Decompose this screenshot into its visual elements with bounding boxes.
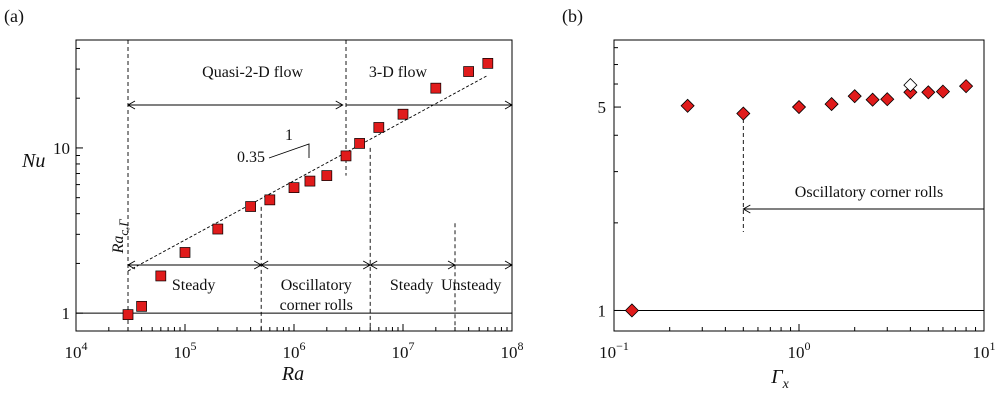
data-point-diamond — [736, 106, 751, 121]
unsteady-label: Unsteady — [441, 277, 501, 294]
data-point-diamond — [903, 85, 918, 100]
oscillatory-corner-rolls-label: Oscillatory corner rolls — [795, 184, 943, 201]
data-point-diamond — [880, 92, 895, 107]
x-tick-label: 100 — [788, 339, 811, 362]
y-tick-label: 1 — [598, 301, 607, 320]
x-tick-label: 101 — [973, 339, 996, 362]
data-point-square — [179, 247, 191, 258]
x-tick-label: 105 — [174, 339, 197, 362]
y-tick-label: 5 — [598, 98, 607, 117]
panel-b-label: (b) — [562, 6, 583, 27]
x-tick-label: 10−1 — [599, 339, 629, 362]
slope-triangle — [268, 143, 310, 159]
panel-b-data-points — [624, 78, 974, 318]
oscillatory-arrow — [260, 260, 372, 270]
data-point-square — [340, 150, 352, 162]
data-point-square — [397, 108, 409, 120]
data-point-diamond — [903, 78, 918, 93]
oscillatory-label-line2: corner rolls — [280, 297, 353, 314]
data-point-diamond — [865, 92, 880, 107]
oscillatory-label-line1: Oscillatory — [281, 277, 352, 294]
data-point-square — [321, 170, 333, 181]
x-tick-label: 107 — [392, 339, 415, 362]
panel-b-x-axis-label: Γx — [770, 366, 789, 392]
panel-b-y-ticks: 15 — [598, 47, 621, 320]
critical-ra-label: Rac,Γ — [110, 219, 131, 255]
steady1-label: Steady — [172, 277, 216, 294]
steady2-arrow — [369, 260, 456, 270]
data-point-square — [122, 309, 134, 320]
data-point-square — [288, 182, 300, 193]
data-point-square — [304, 175, 316, 187]
flow3d-label: 3-D flow — [369, 64, 428, 81]
panel-a-y-ticks: 1 10 — [53, 47, 83, 323]
data-point-diamond — [935, 84, 951, 99]
data-point-square — [245, 201, 256, 212]
data-point-diamond — [680, 98, 695, 113]
data-point-square — [430, 82, 442, 94]
oscillatory-arrow — [742, 204, 984, 214]
data-point-square — [373, 122, 385, 133]
y-tick-label: 1 — [62, 304, 71, 323]
panel-a-label: (a) — [4, 6, 24, 27]
slope-run-label: 1 — [285, 127, 293, 144]
steady2-label: Steady — [390, 277, 434, 294]
quasi2d-label: Quasi-2-D flow — [202, 64, 303, 81]
steady1-arrow — [127, 260, 263, 270]
panel-a-x-ticks: 104 105 106 107 108 — [65, 324, 524, 362]
panel-b-annotations: Oscillatory corner rolls — [614, 118, 984, 311]
y-tick-label: 10 — [53, 139, 70, 158]
panel-a-nu-vs-ra: (a) Quasi-2-D flow 3-D flow Steady Oscillat… — [4, 6, 524, 385]
data-point-square — [136, 300, 147, 312]
panel-a-annotations: Quasi-2-D flow 3-D flow Steady Oscillatory c… — [76, 40, 513, 331]
data-point-square — [212, 223, 224, 235]
data-point-diamond — [921, 85, 936, 100]
panel-b-x-ticks: 10−1 100 101 — [599, 324, 996, 362]
power-law-fit-line — [127, 74, 489, 272]
x-tick-label: 108 — [501, 339, 524, 362]
data-point-diamond — [824, 96, 839, 112]
panel-a-y-axis-label: Nu — [21, 150, 45, 172]
data-point-diamond — [959, 79, 974, 94]
data-point-square — [482, 58, 494, 69]
data-point-square — [463, 66, 474, 77]
data-point-square — [354, 138, 365, 149]
panel-b-nu-vs-gamma: (b) Oscillatory corner rolls 10−1 100 101 … — [562, 6, 996, 392]
quasi2d-arrow — [127, 100, 344, 110]
panel-a-data-points — [122, 58, 494, 320]
data-point-diamond — [791, 99, 807, 115]
unsteady-arrow — [455, 260, 513, 270]
x-tick-label: 104 — [65, 339, 88, 362]
slope-label: 0.35 — [237, 149, 265, 166]
data-point-diamond — [847, 89, 862, 104]
data-point-square — [264, 194, 276, 206]
panel-a-fit-line: 0.35 1 — [127, 74, 489, 272]
panel-a-x-axis-label: Ra — [281, 363, 304, 385]
data-point-square — [155, 270, 167, 282]
x-tick-label: 106 — [283, 339, 306, 362]
data-point-diamond — [624, 303, 639, 318]
